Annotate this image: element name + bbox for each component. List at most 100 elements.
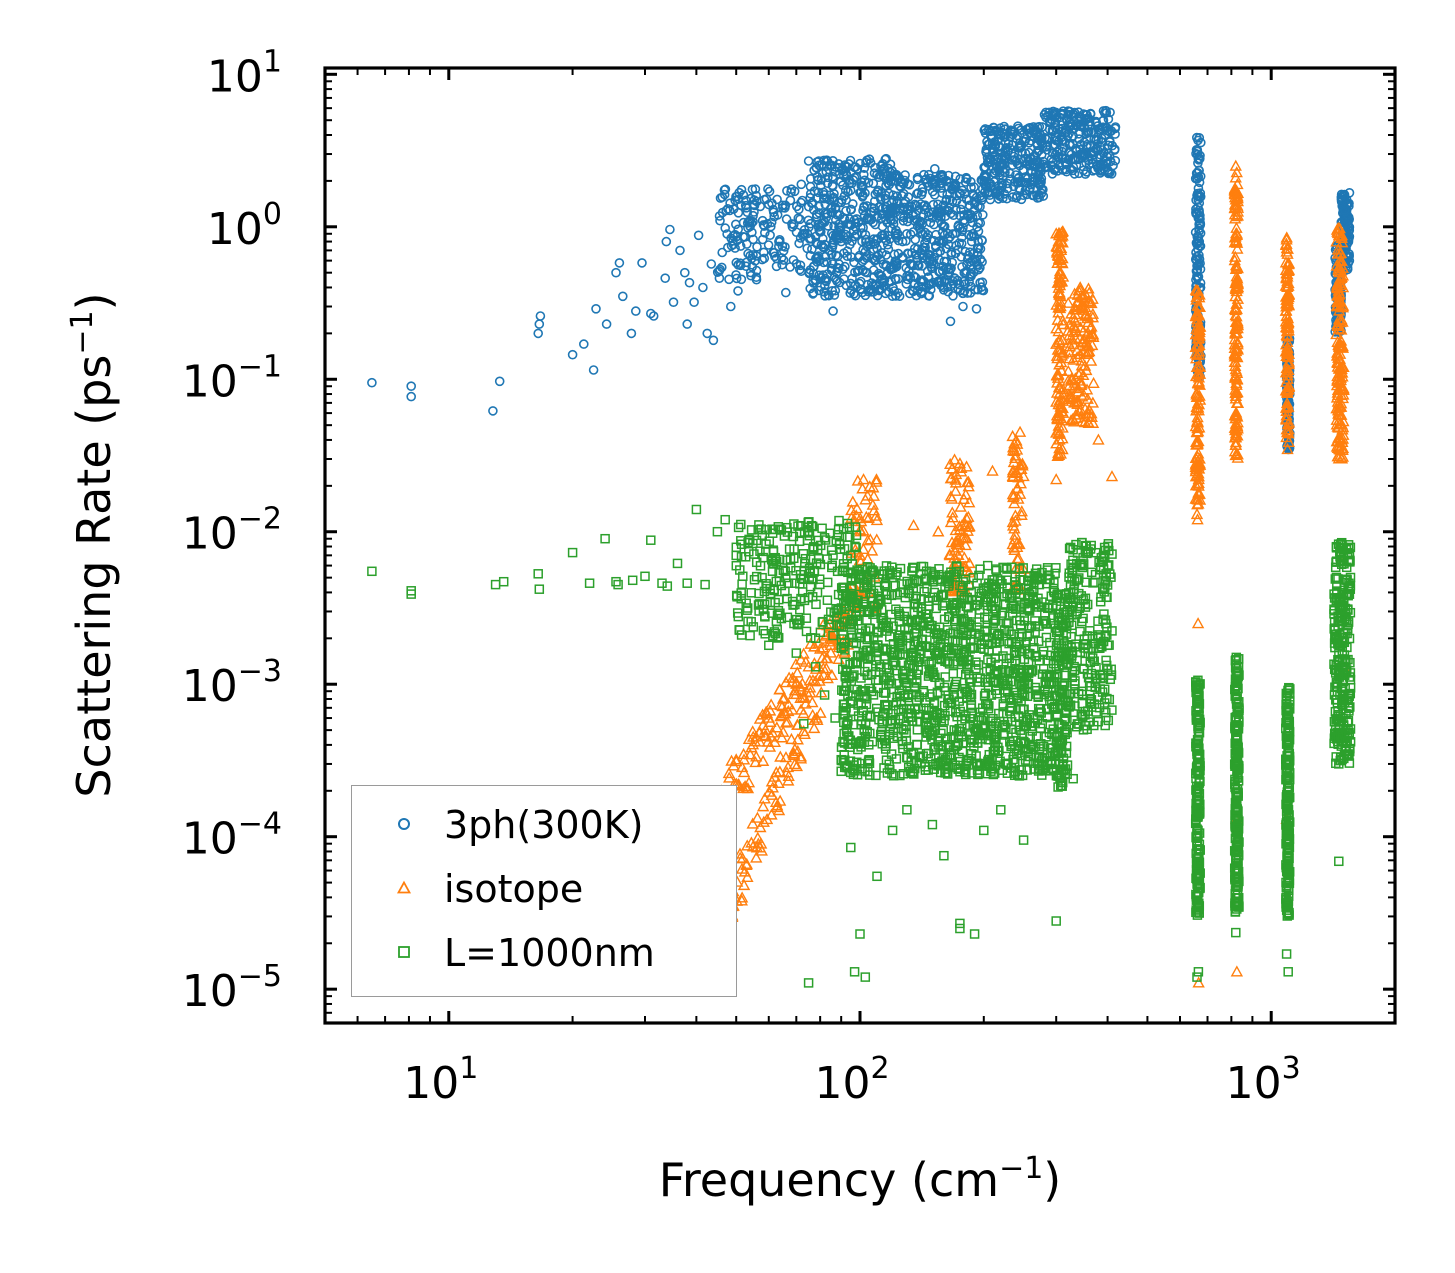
data-point-triangle [1229,171,1242,183]
data-point-circle [846,220,856,230]
data-point-square [822,577,833,588]
data-point-circle [982,152,993,163]
data-point-circle [614,258,625,268]
data-point-circle [1036,149,1047,160]
data-point-circle [872,243,882,254]
data-point-circle [971,303,982,314]
data-point-circle [880,168,891,179]
data-point-square [733,522,744,533]
data-point-circle [1020,185,1031,196]
data-point-circle [891,170,902,180]
data-point-circle [849,172,860,183]
data-point-circle [1194,219,1204,230]
data-point-circle [833,159,844,169]
data-point-circle [908,271,919,281]
data-point-circle [1011,193,1022,203]
data-points-layer [367,105,1356,988]
data-point-circle [961,172,972,183]
data-point-circle [937,265,948,276]
data-point-circle [778,246,789,256]
data-point-circle [1017,177,1028,187]
data-point-circle [1000,147,1011,157]
data-point-square [834,515,844,526]
data-point-circle [950,248,961,259]
data-point-triangle [1013,425,1027,437]
data-point-triangle [907,518,920,531]
data-point-circle [820,273,831,284]
data-point-circle [919,250,929,261]
data-point-circle [795,233,806,243]
data-point-circle [849,231,860,242]
data-point-circle [963,230,974,240]
data-point-circle [771,253,782,264]
data-point-circle [902,209,913,219]
data-point-circle [807,244,817,254]
data-point-circle [746,253,757,264]
data-point-circle [805,174,816,184]
data-point-circle [1063,154,1074,165]
data-point-circle [928,207,939,217]
data-point-circle [1193,183,1204,194]
data-point-circle [977,210,988,220]
data-point-circle [762,219,773,229]
data-point-circle [715,215,725,226]
data-point-square [745,630,755,641]
data-point-square [817,523,827,534]
data-point-circle [1024,185,1035,196]
data-point-circle [908,210,919,221]
data-point-circle [958,301,968,312]
data-point-circle [749,200,760,211]
data-point-circle [995,130,1006,140]
data-point-circle [733,259,744,270]
data-point-circle [1057,165,1068,175]
data-point-circle [1065,121,1076,132]
data-point-circle [894,291,905,302]
data-point-circle [1005,131,1016,142]
data-point-circle [805,189,816,199]
data-point-triangle [846,495,859,507]
data-point-circle [732,231,742,242]
data-point-circle [925,284,936,295]
data-point-circle [814,208,824,218]
data-point-circle [757,234,768,245]
data-point-circle [955,174,966,184]
data-point-circle [913,205,923,216]
data-point-circle [805,233,816,244]
data-point-circle [1081,157,1091,168]
data-point-circle [957,199,968,210]
data-point-circle [764,186,775,197]
data-point-circle [1103,114,1114,124]
data-point-circle [850,267,860,278]
data-point-square [746,616,756,627]
data-point-circle [945,316,956,327]
data-point-circle [823,289,834,300]
data-point-circle [977,285,987,295]
data-point-circle [803,156,814,166]
data-point-circle [826,202,837,213]
data-point-circle [919,204,930,215]
data-point-circle [811,163,822,173]
data-point-circle [866,284,877,294]
data-point-circle [796,179,807,190]
data-point-circle [717,247,728,258]
data-point-circle [494,376,505,387]
data-point-circle [755,201,766,212]
data-point-circle [965,257,976,267]
data-point-circle [617,291,628,302]
data-point-circle [877,159,888,169]
data-point-circle [999,121,1009,132]
data-point-circle [1036,177,1046,187]
data-point-circle [834,263,844,274]
data-point-circle [1193,236,1203,246]
data-point-circle [1105,107,1115,118]
data-point-triangle [932,525,945,537]
data-point-circle [865,158,876,168]
data-point-circle [780,203,790,213]
data-point-circle [984,190,995,200]
data-point-circle [983,124,994,135]
data-point-circle [794,238,804,249]
data-point-circle [906,260,917,271]
data-point-circle [679,267,690,278]
data-point-circle [936,219,947,229]
data-point-circle [712,267,723,278]
